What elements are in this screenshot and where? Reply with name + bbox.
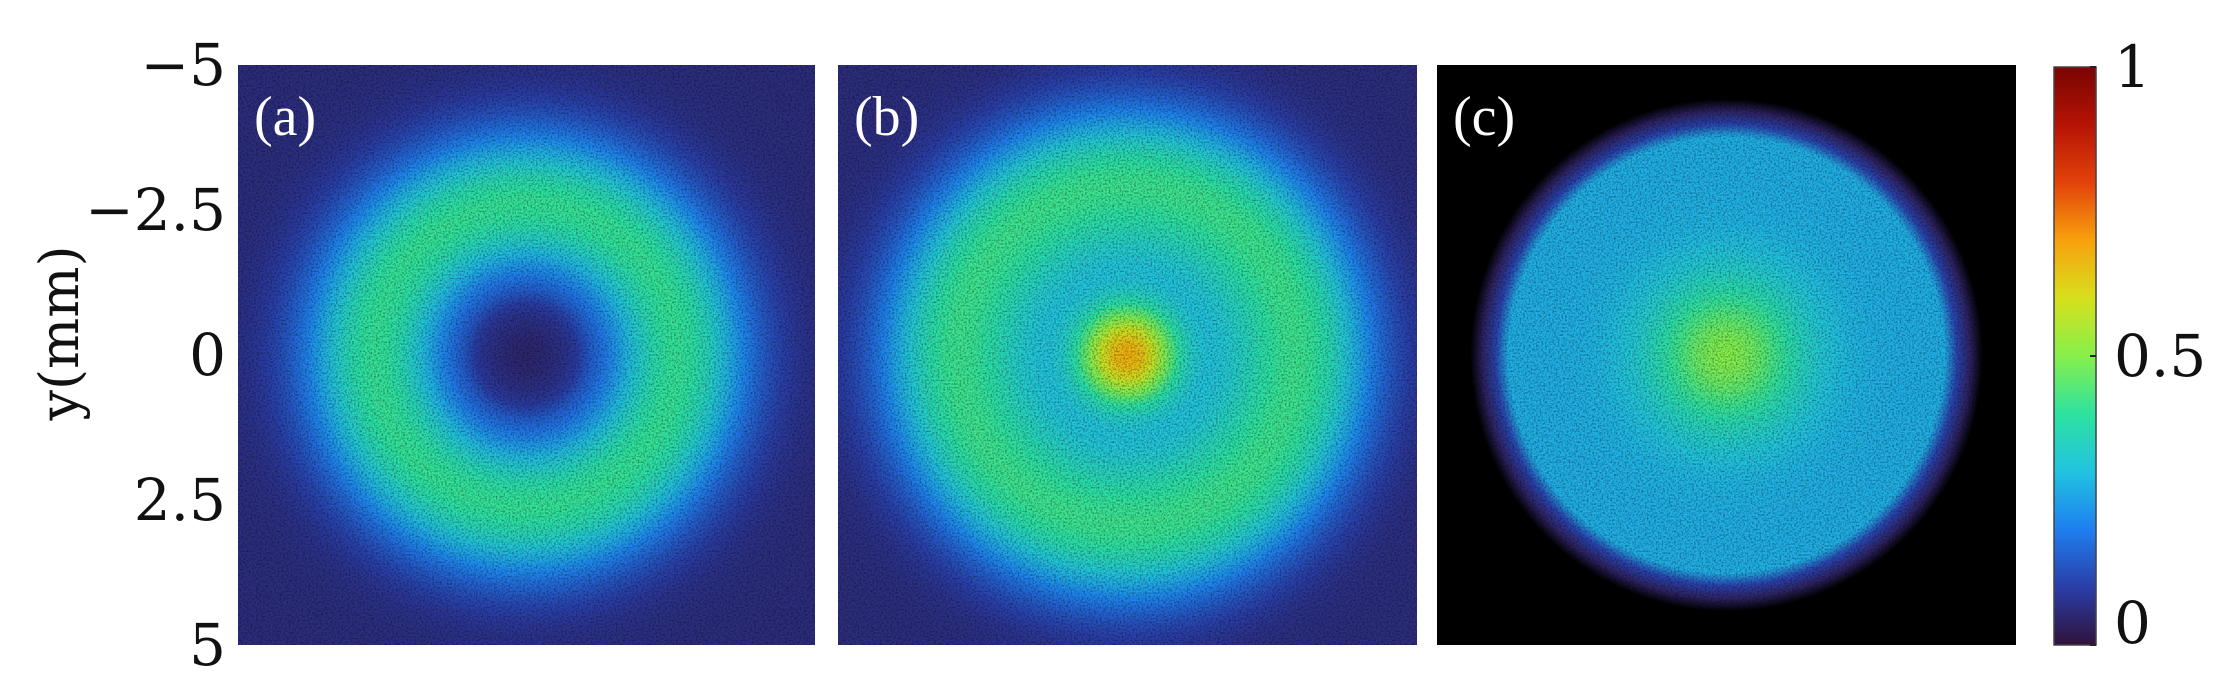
panel-1: (b) [838,65,1417,645]
y-tick-label: 5 [189,611,226,679]
colorbar: 10.50 [2053,33,2206,657]
colorbar-tick-label: 1 [2114,33,2151,101]
y-tick-label: 2.5 [134,466,226,534]
y-axis: y(mm) −5 −2.5 0 2.5 5 [28,31,226,679]
speckle-texture [1437,65,2016,645]
colorbar-gradient [2053,66,2097,646]
y-axis-title: y(mm) [28,245,91,421]
y-tick-label: −2.5 [85,176,226,244]
speckle-texture [238,65,815,645]
y-tick-label: −5 [141,31,227,99]
panel-label: (a) [254,86,316,148]
panel-2: (c) [1437,65,2016,645]
panel-label: (c) [1453,86,1515,148]
panels-layer: (a) (b) (c) [238,65,2016,645]
speckle-texture [838,65,1417,645]
y-tick-label: 0 [189,321,226,389]
panel-label: (b) [854,86,919,148]
panel-0: (a) [238,65,815,645]
colorbar-tick-label: 0.5 [2114,322,2206,390]
colorbar-tick-label: 0 [2114,589,2151,657]
